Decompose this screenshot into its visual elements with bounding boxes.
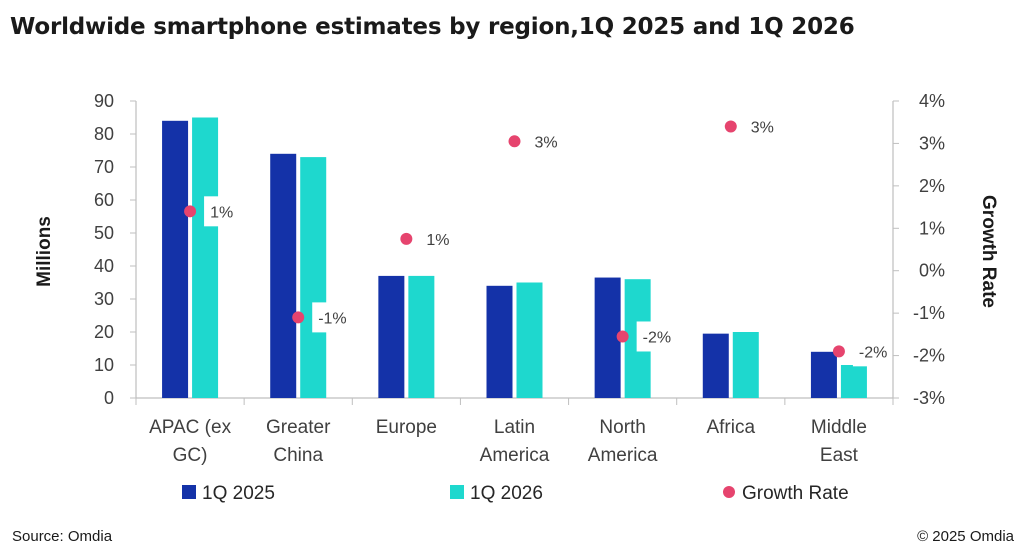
bar-1q-2025 <box>162 120 189 399</box>
x-tick-label: China <box>273 445 323 466</box>
y-tick-label: 20 <box>94 322 114 342</box>
x-tick-label: America <box>588 445 658 466</box>
y-tick-label: 0 <box>104 388 114 408</box>
y2-tick-label: 3% <box>919 133 945 153</box>
y-axis-title: Millions <box>34 216 55 287</box>
legend-swatch <box>450 485 464 499</box>
growth-rate-label: 3% <box>751 119 774 136</box>
growth-rate-label: 3% <box>535 134 558 151</box>
x-tick-label: North <box>599 417 645 438</box>
copyright-note: © 2025 Omdia <box>917 528 1014 545</box>
bar-1q-2025 <box>594 277 621 398</box>
growth-rate-label: 1% <box>210 204 233 221</box>
y2-tick-label: -1% <box>913 303 945 323</box>
y2-tick-label: 4% <box>919 91 945 111</box>
x-tick-label: Africa <box>706 417 755 438</box>
y-tick-label: 80 <box>94 124 114 144</box>
growth-rate-label: 1% <box>426 232 449 249</box>
growth-rate-point <box>508 135 521 148</box>
y-tick-label: 50 <box>94 223 114 243</box>
bar-1q-2025 <box>810 351 837 398</box>
data-label-background <box>852 336 892 367</box>
growth-rate-point <box>724 120 737 133</box>
y-tick-label: 70 <box>94 157 114 177</box>
legend-swatch <box>182 485 196 499</box>
y-tick-label: 30 <box>94 289 114 309</box>
chart-title: Worldwide smartphone estimates by region… <box>10 14 855 40</box>
x-tick-label: GC) <box>173 445 208 466</box>
legend-label: 1Q 2025 <box>202 483 275 504</box>
growth-rate-label: -2% <box>643 329 671 346</box>
bar-1q-2026 <box>732 332 759 398</box>
legend-label: 1Q 2026 <box>470 483 543 504</box>
y-tick-label: 10 <box>94 355 114 375</box>
bar-1q-2026 <box>300 157 327 398</box>
growth-rate-point <box>616 330 629 343</box>
y2-tick-label: 1% <box>919 218 945 238</box>
y-tick-label: 60 <box>94 190 114 210</box>
data-label-background <box>312 302 352 333</box>
y-tick-label: 90 <box>94 91 114 111</box>
x-tick-label: Middle <box>811 417 867 438</box>
data-label-background <box>528 126 559 157</box>
x-tick-label: APAC (ex <box>149 417 232 438</box>
legend-swatch <box>723 486 735 498</box>
data-label-background <box>204 196 235 227</box>
data-label-background <box>420 223 451 254</box>
bar-1q-2025 <box>378 275 405 398</box>
bar-1q-2026 <box>840 365 867 398</box>
x-tick-label: Greater <box>266 417 331 438</box>
growth-rate-point <box>832 345 845 358</box>
y2-tick-label: 2% <box>919 176 945 196</box>
bar-1q-2025 <box>702 333 729 398</box>
bar-1q-2026 <box>516 282 543 398</box>
bar-1q-2025 <box>270 153 297 398</box>
growth-rate-point <box>292 311 305 324</box>
growth-rate-point <box>400 232 413 245</box>
data-label-background <box>636 321 676 352</box>
growth-rate-label: -1% <box>318 310 346 327</box>
growth-rate-point <box>184 205 197 218</box>
source-note: Source: Omdia <box>12 528 113 545</box>
x-tick-label: America <box>480 445 550 466</box>
data-label-background <box>744 111 775 142</box>
y2-axis-title: Growth Rate <box>978 195 999 308</box>
x-tick-label: Latin <box>494 417 535 438</box>
chart: 0 10 20 30 40 50 60 70 80 90 -3% -2% -1% 0% 1% 2% 3% 4% Mi… <box>34 91 999 504</box>
y2-tick-label: -2% <box>913 346 945 366</box>
legend-label: Growth Rate <box>742 483 849 504</box>
y-tick-label: 40 <box>94 256 114 276</box>
y2-tick-label: -3% <box>913 388 945 408</box>
x-tick-label: East <box>820 445 859 466</box>
bar-1q-2025 <box>486 285 513 398</box>
bar-1q-2026 <box>192 117 219 398</box>
x-tick-label: Europe <box>376 417 437 438</box>
bar-1q-2026 <box>408 275 435 398</box>
y2-tick-label: 0% <box>919 261 945 281</box>
growth-rate-label: -2% <box>859 344 887 361</box>
